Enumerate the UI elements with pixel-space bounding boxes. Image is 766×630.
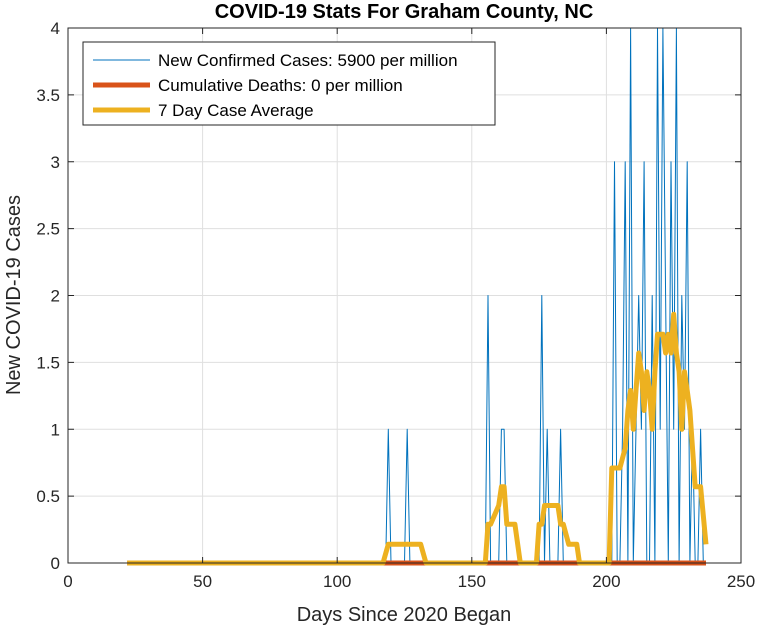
x-tick-label: 200 xyxy=(592,572,620,591)
y-axis-title: New COVID-19 Cases xyxy=(3,195,25,395)
y-tick-label: 3 xyxy=(51,153,60,172)
y-tick-label: 0 xyxy=(51,554,60,573)
y-axis-ticks: 0 0.5 1 1.5 2 2.5 3 3.5 4 xyxy=(36,19,741,573)
y-tick-label: 2 xyxy=(51,287,60,306)
x-tick-label: 50 xyxy=(193,572,212,591)
x-tick-label: 0 xyxy=(63,572,72,591)
legend-box xyxy=(82,41,496,126)
x-tick-label: 250 xyxy=(727,572,755,591)
chart-title: COVID-19 Stats For Graham County, NC xyxy=(215,1,594,23)
x-tick-label: 150 xyxy=(458,572,486,591)
y-tick-label: 3.5 xyxy=(36,86,60,105)
y-tick-label: 2.5 xyxy=(36,220,60,239)
legend-label-average: 7 Day Case Average xyxy=(158,101,314,120)
y-tick-label: 4 xyxy=(51,19,60,38)
x-axis-title: Days Since 2020 Began xyxy=(297,604,512,626)
y-tick-label: 1 xyxy=(51,420,60,439)
series-7-day-average-line xyxy=(127,311,709,566)
x-axis-ticks: 0 50 100 150 200 250 xyxy=(63,28,755,591)
legend-label-cases: New Confirmed Cases: 5900 per million xyxy=(158,51,458,70)
legend-label-deaths: Cumulative Deaths: 0 per million xyxy=(158,76,403,95)
legend: New Confirmed Cases: 5900 per million Cu… xyxy=(82,41,496,126)
y-tick-label: 0.5 xyxy=(36,487,60,506)
y-tick-label: 1.5 xyxy=(36,353,60,372)
x-tick-label: 100 xyxy=(323,572,351,591)
